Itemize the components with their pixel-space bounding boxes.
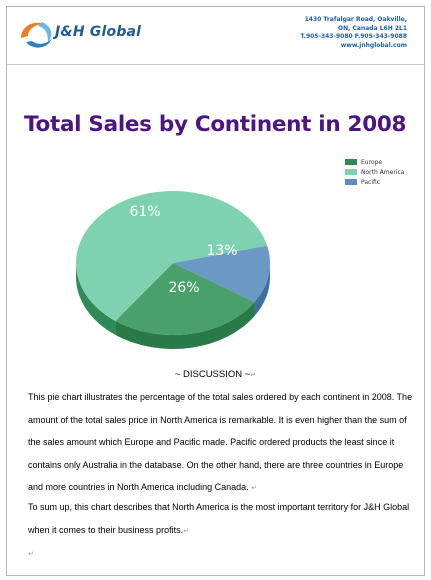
legend-label: Europe <box>361 158 383 166</box>
header-divider <box>6 64 425 65</box>
legend-item-pacific: Pacific <box>345 177 404 187</box>
contact-phone-fax: T.905-343-9080 F.905-343-9088 <box>300 33 407 41</box>
company-name: J&H Global <box>55 24 142 40</box>
chart-legend: Europe North America Pacific <box>345 157 404 187</box>
legend-item-europe: Europe <box>345 157 404 167</box>
legend-label: North America <box>361 168 405 176</box>
discussion-paragraph: This pie chart illustrates the percentag… <box>28 392 413 493</box>
legend-swatch <box>345 169 357 175</box>
legend-label: Pacific <box>361 178 381 186</box>
legend-item-north-america: North America <box>345 167 404 177</box>
company-address: 1430 Trafalgar Road, Oakville, ON, Canad… <box>300 16 407 50</box>
discussion-paragraph: To sum up, this chart describes that Nor… <box>28 502 410 535</box>
website-link: www.jnhglobal.com <box>340 41 407 49</box>
discussion-heading: ~ DISCUSSION ~↵ <box>174 369 257 380</box>
company-logo-icon <box>21 22 52 48</box>
address-line: 1430 Trafalgar Road, Oakville, <box>304 16 407 23</box>
chart-title: Total Sales by Continent in 2008 <box>24 112 407 137</box>
legend-swatch <box>345 179 357 185</box>
legend-swatch <box>345 159 357 165</box>
empty-paragraph-mark: ↵ <box>28 551 34 558</box>
address-line: ON, Canada L6H 2L1 <box>338 24 407 32</box>
